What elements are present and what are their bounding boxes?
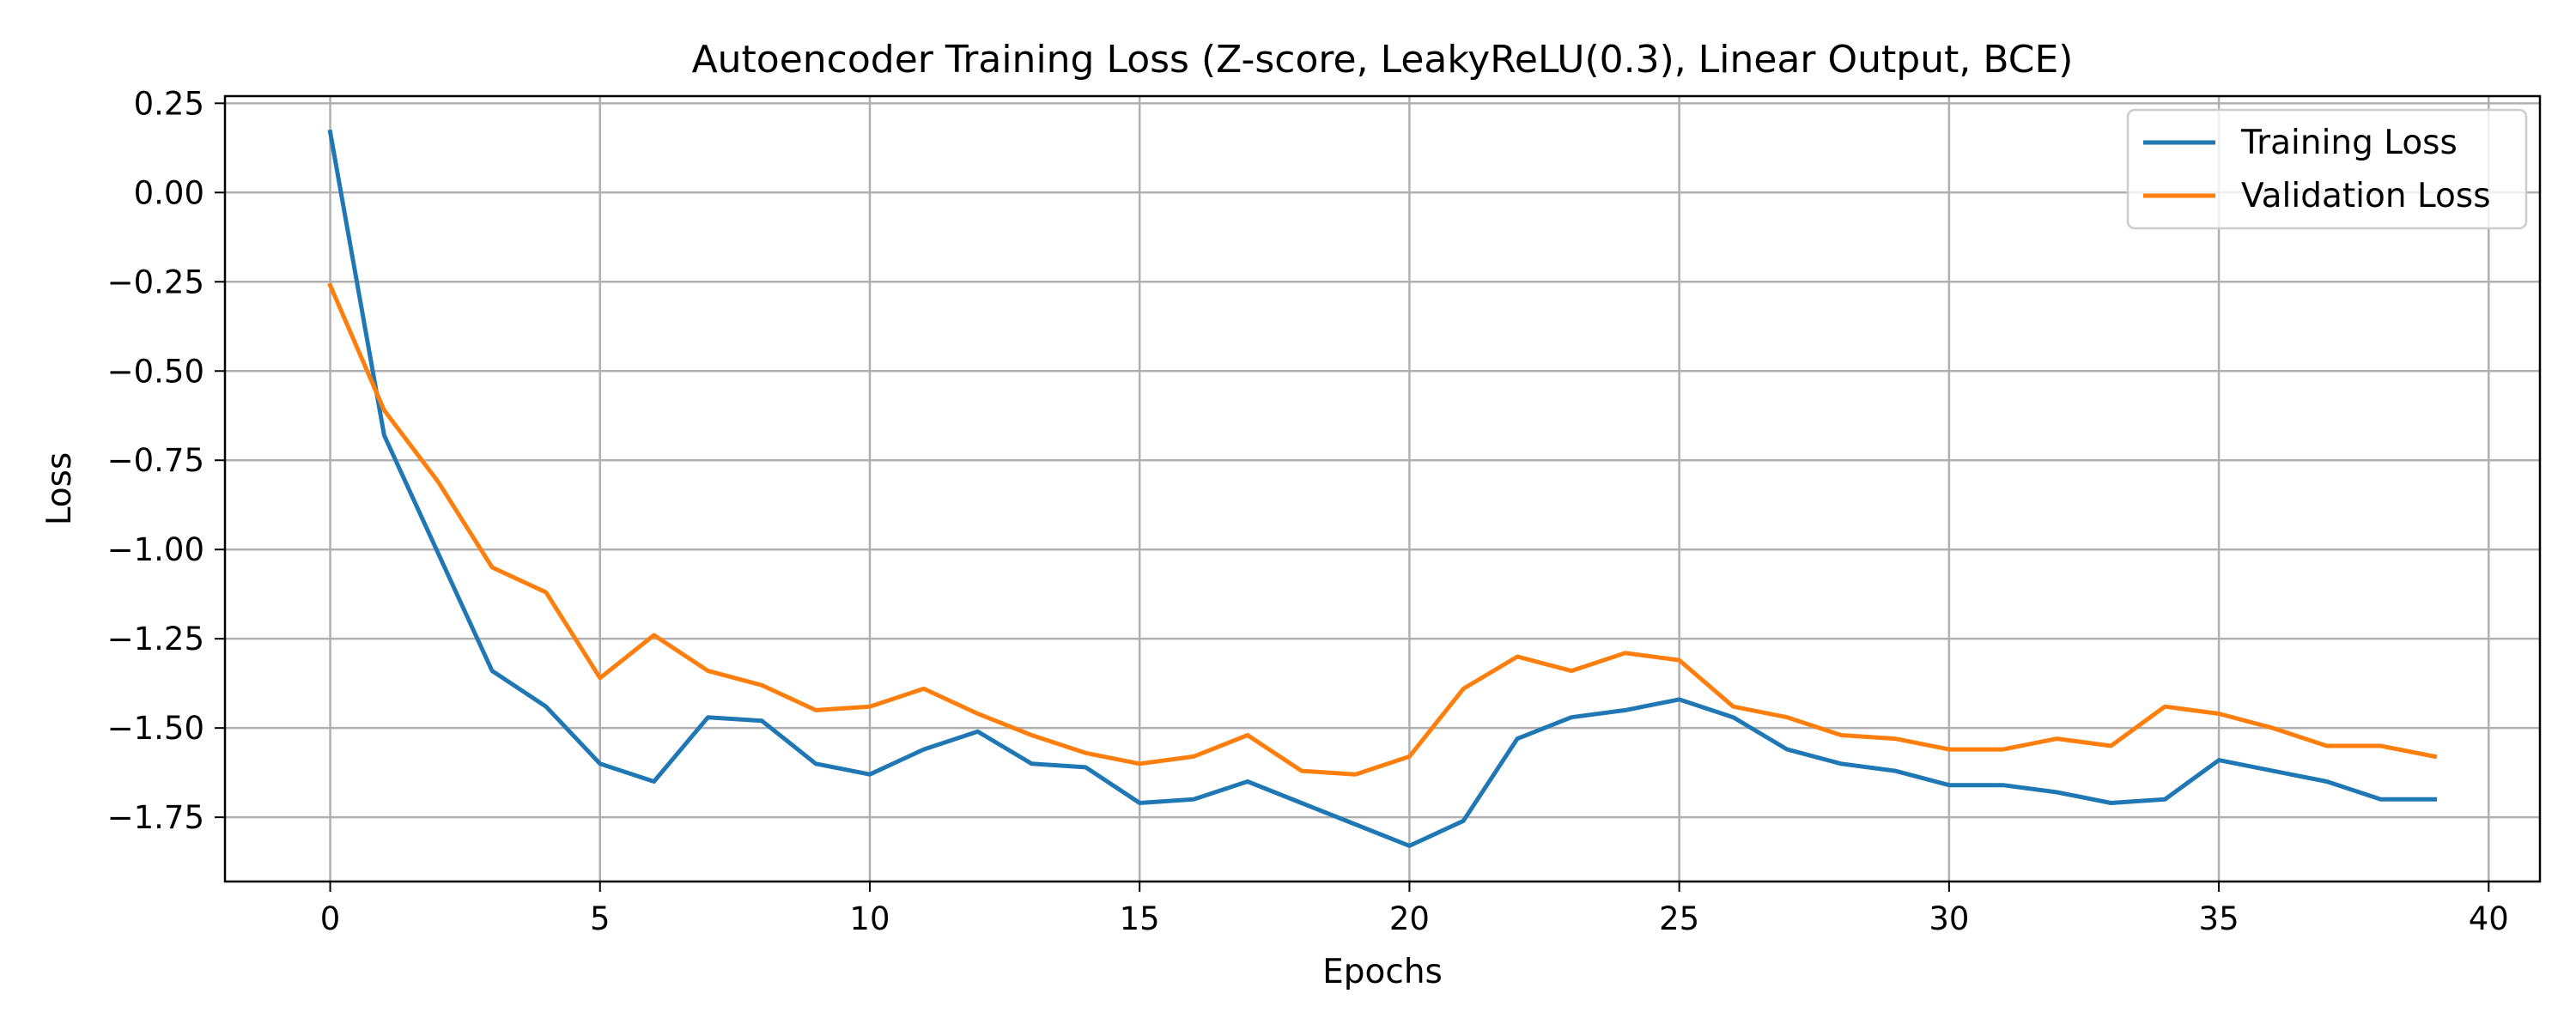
x-tick-label: 20 [1389,900,1430,937]
x-tick-label: 25 [1659,900,1699,937]
grid [225,96,2540,882]
legend-label: Validation Loss [2241,177,2491,215]
x-axis-ticks: 0 5 10 15 20 25 30 35 40 [320,882,2509,937]
series-line-validation-loss [327,282,2438,777]
x-tick-label: 10 [849,900,890,937]
series-lines [327,129,2438,848]
x-tick-label: 35 [2199,900,2239,937]
x-tick-label: 30 [1929,900,1969,937]
y-tick-label: 0.00 [134,174,204,211]
x-tick-label: 15 [1120,900,1160,937]
y-axis-ticks: 0.25 0.00 −0.25 −0.50 −0.75 −1.00 −1.25 −1.50 −1… [107,85,225,836]
y-tick-label: −1.75 [107,799,204,836]
x-tick-label: 0 [320,900,341,937]
y-tick-label: −1.00 [107,531,204,568]
legend-label: Training Loss [2240,124,2458,162]
series-line-training-loss [327,129,2437,848]
x-tick-label: 5 [590,900,611,937]
y-tick-label: −1.25 [107,621,204,657]
y-tick-label: 0.25 [134,85,204,122]
x-axis-label: Epochs [1322,953,1443,991]
chart-title: Autoencoder Training Loss (Z-score, Leak… [692,38,2074,82]
x-tick-label: 40 [2469,900,2509,937]
y-axis-label: Loss [40,452,79,526]
y-tick-label: −0.50 [107,353,204,390]
legend-box [2126,108,2528,230]
legend: Training Loss Validation Loss [2126,108,2528,230]
y-tick-label: −0.25 [107,264,204,300]
y-tick-label: −1.50 [107,710,204,747]
y-tick-label: −0.75 [107,442,204,479]
plot-frame [223,94,2542,883]
